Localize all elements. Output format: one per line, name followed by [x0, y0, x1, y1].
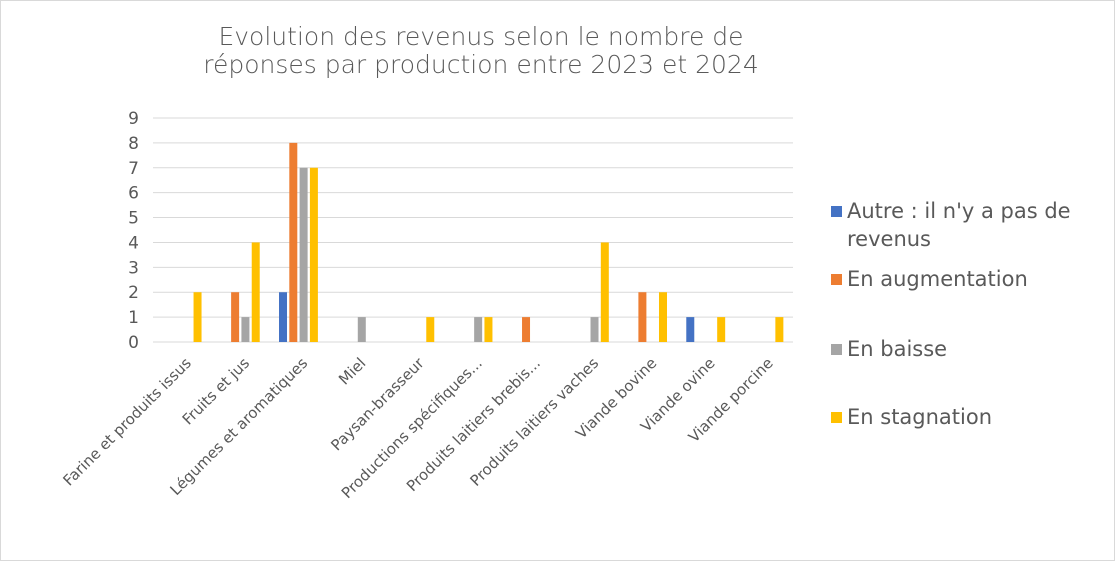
- y-tick-label: 1: [128, 308, 139, 328]
- bar: [474, 317, 483, 342]
- y-tick-label: 5: [128, 209, 139, 229]
- legend-label: En stagnation: [847, 405, 993, 429]
- legend-swatch: [831, 412, 842, 423]
- bar: [600, 242, 609, 342]
- y-tick-label: 2: [128, 283, 139, 303]
- bar: [357, 317, 366, 342]
- bar: [638, 292, 647, 342]
- x-tick-label: Miel: [335, 354, 369, 388]
- y-tick-label: 0: [128, 333, 139, 353]
- legend-label: En baisse: [847, 337, 948, 361]
- legend-item: En augmentation: [831, 265, 1111, 293]
- bar: [299, 167, 308, 342]
- y-tick-label: 8: [128, 134, 139, 154]
- x-tick-label: Farine et produits issus: [60, 354, 196, 490]
- y-tick-label: 7: [128, 159, 139, 179]
- bar: [686, 317, 695, 342]
- y-tick-label: 3: [128, 258, 139, 278]
- y-tick-label: 6: [128, 184, 139, 204]
- bar: [309, 167, 318, 342]
- legend-label: Autre : il n'y a pas de revenus: [847, 199, 1071, 251]
- bar: [279, 292, 288, 342]
- legend-swatch: [831, 274, 842, 285]
- legend-item: En baisse: [831, 335, 1111, 363]
- bar: [241, 317, 250, 342]
- bar: [231, 292, 240, 342]
- y-tick-label: 4: [128, 233, 139, 253]
- legend-label: En augmentation: [847, 267, 1028, 291]
- bar: [522, 317, 531, 342]
- y-tick-label: 9: [128, 109, 139, 129]
- legend-item: Autre : il n'y a pas de revenus: [831, 197, 1111, 253]
- bar: [426, 317, 435, 342]
- bar: [251, 242, 260, 342]
- bar: [289, 142, 298, 342]
- legend-item: En stagnation: [831, 403, 1111, 431]
- bar: [658, 292, 667, 342]
- bar: [717, 317, 726, 342]
- chart-title: Evolution des revenus selon le nombre de…: [203, 22, 759, 79]
- bar: [484, 317, 493, 342]
- bar: [193, 292, 202, 342]
- bar: [775, 317, 784, 342]
- legend-swatch: [831, 344, 842, 355]
- bar: [590, 317, 599, 342]
- legend-swatch: [831, 206, 842, 217]
